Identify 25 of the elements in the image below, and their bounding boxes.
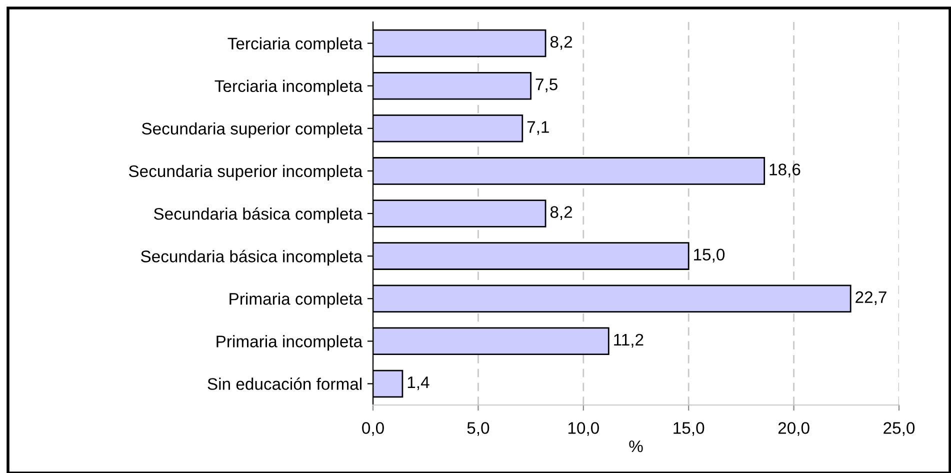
y-tick-label: Sin educación formal (208, 377, 362, 390)
data-label: 7,1 (527, 121, 549, 135)
data-label: 1,4 (408, 376, 430, 390)
x-axis-title: % (629, 440, 643, 452)
y-tick-label: Secundaria básica incompleta (141, 250, 363, 266)
y-tick-label: Secundaria básica completa (154, 207, 363, 224)
x-tick-label: 10,0 (568, 422, 599, 436)
y-tick-label: Primaria incompleta (216, 335, 363, 351)
y-tick-label: Primaria completa (230, 292, 363, 308)
data-label: 7,5 (536, 78, 558, 92)
x-tick-label: 20,0 (778, 422, 810, 436)
x-tick-label: 5,0 (467, 422, 490, 436)
y-tick-label: Terciaria completa (228, 37, 363, 53)
data-label: 11,2 (614, 334, 644, 348)
data-label: 22,7 (856, 291, 886, 306)
data-label: 18,6 (770, 164, 800, 178)
x-tick-label: 15,0 (674, 422, 704, 436)
y-tick-label: Secundaria superior incompleta (128, 164, 363, 180)
data-label: 8,2 (550, 36, 572, 50)
x-tick-label: 25,0 (884, 422, 915, 436)
x-tick-label: 0,0 (362, 422, 384, 436)
y-tick-label: Secundaria superior completa (142, 122, 363, 138)
data-label: 15,0 (694, 248, 725, 262)
y-tick-label: Terciaria incompleta (214, 80, 363, 96)
data-label: 8,2 (550, 206, 572, 220)
